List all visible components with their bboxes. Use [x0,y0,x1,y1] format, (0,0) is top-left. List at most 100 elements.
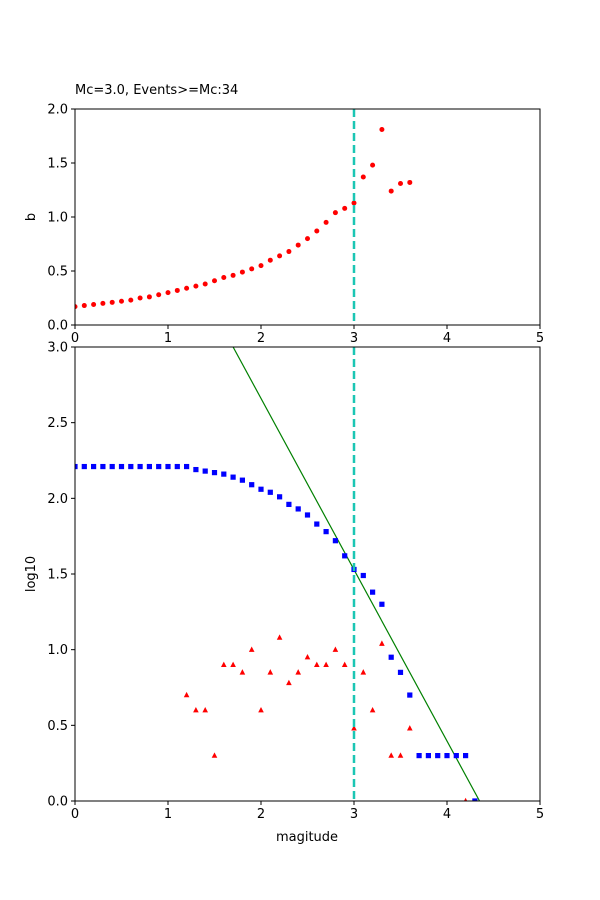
data-point [425,753,431,759]
data-point [75,463,78,470]
data-point [193,707,199,713]
data-point [398,181,403,187]
data-point [249,482,255,488]
data-point [100,300,106,306]
data-point [221,471,227,477]
data-point [165,290,171,296]
data-point [360,174,366,180]
x-tick-label: 3 [350,807,358,822]
data-point [276,634,283,640]
data-point [156,292,162,298]
data-point [248,646,255,652]
y-tick-label: 0.0 [47,319,68,334]
x-tick-label: 1 [164,331,172,346]
data-point [193,466,199,473]
data-point [304,512,311,518]
data-point [230,474,236,480]
data-point [416,753,422,759]
bottom-y-axis-label: log10 [24,556,39,592]
data-point [342,553,348,559]
plot-frame [74,108,541,326]
x-tick-label: 2 [257,331,265,346]
data-point [239,477,245,483]
data-point [193,283,199,289]
data-point [444,753,450,759]
y-tick-label: 3.0 [47,341,68,356]
data-point [81,463,87,470]
data-point [388,752,394,758]
data-point [174,287,180,293]
data-point [397,669,404,675]
data-point [267,669,274,675]
data-point [184,285,190,291]
data-point [91,301,97,307]
data-point [342,205,348,211]
y-tick-label: 1.5 [47,568,68,583]
x-tick-label: 4 [443,807,451,822]
y-tick-label: 2.0 [47,103,68,118]
series-0-0 [75,127,413,310]
data-point [202,468,208,474]
data-point [109,299,115,305]
data-point [323,529,329,535]
data-point [211,752,218,758]
data-point [202,281,208,287]
data-point [351,200,357,206]
data-point [183,691,190,698]
data-point [202,707,208,713]
data-point [184,463,190,470]
y-tick-label: 1.5 [47,157,68,172]
data-point [119,298,124,304]
x-tick-label: 5 [536,807,544,822]
data-point [286,679,292,686]
data-point [137,295,143,301]
data-point [230,272,236,278]
data-point [118,463,125,470]
data-point [100,463,106,470]
data-point [277,253,283,259]
data-point [341,661,348,667]
data-point [109,463,115,470]
x-tick-label: 4 [443,331,451,346]
data-point [146,294,152,300]
data-point [286,249,292,255]
data-point [379,640,385,646]
fit-line [232,347,481,801]
data-point [221,661,227,667]
y-tick-label: 0.0 [47,795,68,810]
y-tick-label: 2.0 [47,492,68,507]
data-point [360,572,366,579]
top-chart-title: Mc=3.0, Events>=Mc:34 [75,83,238,98]
data-point [463,753,469,759]
data-point [137,463,143,470]
data-point [277,494,283,500]
y-tick-label: 1.0 [47,211,68,226]
data-point [332,210,338,216]
data-point [75,304,78,310]
data-point [212,278,217,284]
x-tick-label: 5 [536,331,544,346]
data-point [128,297,134,303]
x-tick-label: 1 [164,807,172,822]
data-point [81,303,87,309]
data-point [407,725,413,731]
data-point [295,242,301,248]
data-point [239,269,245,275]
y-tick-label: 2.5 [47,416,68,431]
data-point [230,661,236,667]
data-point [370,162,376,168]
data-point [314,228,320,234]
data-point [323,661,329,667]
data-point [146,463,152,470]
data-point [258,263,264,269]
data-point [360,669,367,675]
data-point [156,463,162,470]
data-point [249,266,255,272]
data-point [379,601,385,607]
data-point [397,752,404,758]
data-point [165,463,171,470]
chart-panel-1: 0 1 2 3 4 5 0.0 0.5 1.0 1.5 2.0 2.5 3.0 [47,341,544,823]
data-point [314,521,320,527]
chart-panel-0: 0 1 2 3 4 5 0.0 0.5 1.0 1.5 2.0 [47,103,544,347]
x-tick-label: 3 [350,331,358,346]
